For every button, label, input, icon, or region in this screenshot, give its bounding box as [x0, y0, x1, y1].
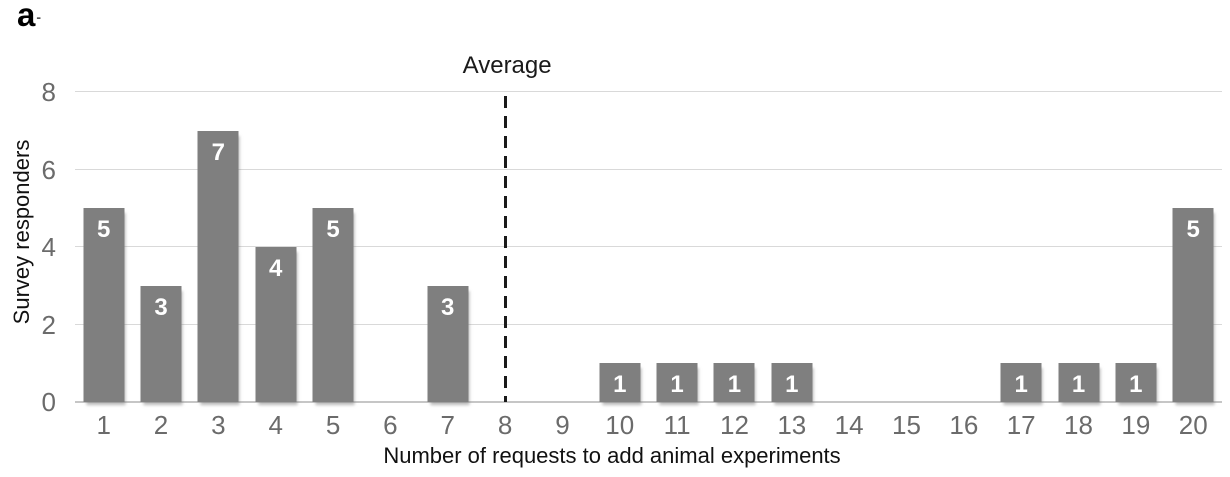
- x-tick-label-1: 1: [96, 410, 111, 440]
- gridline-y-2: [75, 323, 1222, 325]
- x-tick-label-5: 5: [325, 410, 341, 440]
- bar-data-label-x3: 7: [211, 138, 226, 166]
- bar-x17: 1: [1000, 363, 1042, 402]
- x-tick-label-7: 7: [440, 410, 455, 440]
- y-tick-label-4: 4: [41, 232, 56, 262]
- bar-data-label-x5: 5: [326, 216, 340, 244]
- x-tick-label-13: 13: [777, 410, 807, 440]
- bar-slot-10: 1: [591, 92, 648, 402]
- x-tick-label-12: 12: [719, 410, 749, 440]
- x-tick-label-4: 4: [268, 410, 283, 440]
- bar-slot-2: 3: [132, 92, 189, 402]
- bars-container: 5 3 7 4 5 3 1 1 1 1 1 1 1 5: [75, 92, 1222, 402]
- average-dashed-line: [503, 96, 507, 402]
- y-tick-label-2: 2: [41, 309, 56, 340]
- bar-data-label-x20: 5: [1186, 216, 1200, 244]
- bar-slot-17: 1: [993, 92, 1050, 402]
- x-tick-label-16: 16: [949, 410, 979, 440]
- bar-slot-19: 1: [1107, 92, 1164, 402]
- plot-area: 5 3 7 4 5 3 1 1 1 1 1 1 1 5: [75, 91, 1222, 403]
- average-label: Average: [462, 52, 552, 79]
- bar-slot-18: 1: [1050, 92, 1107, 402]
- x-tick-label-6: 6: [383, 410, 398, 440]
- bar-slot-3: 7: [190, 92, 247, 402]
- y-tick-label-6: 6: [41, 154, 56, 185]
- bar-x11: 1: [656, 363, 698, 402]
- bar-data-label-x19: 1: [1129, 371, 1143, 399]
- panel-label-letter: a: [17, 0, 37, 33]
- x-tick-label-14: 14: [834, 410, 864, 440]
- bar-x10: 1: [599, 363, 641, 402]
- bar-slot-11: 1: [648, 92, 705, 402]
- bar-x3: 7: [197, 130, 239, 402]
- bar-data-label-x18: 1: [1071, 371, 1086, 399]
- x-tick-label-10: 10: [605, 410, 635, 440]
- x-tick-label-17: 17: [1006, 410, 1036, 440]
- gridline-y-4: [75, 246, 1222, 247]
- x-tick-label-11: 11: [663, 410, 691, 440]
- x-axis-title: Number of requests to add animal experim…: [383, 443, 841, 468]
- bar-slot-5: 5: [304, 92, 361, 402]
- bar-slot-13: 1: [763, 92, 820, 402]
- bar-x1: 5: [83, 208, 125, 402]
- bar-data-label-x10: 1: [613, 371, 627, 399]
- x-tick-labels: 1 2 3 4 5 6 7 8 9 10 11 12 13 14 15 16 17 18 19 20: [75, 410, 1222, 441]
- x-tick-label-9: 9: [555, 410, 570, 440]
- bar-data-label-x13: 1: [785, 371, 799, 399]
- bar-data-label-x12: 1: [727, 371, 742, 399]
- bar-x18: 1: [1058, 363, 1100, 402]
- bar-slot-12: 1: [706, 92, 763, 402]
- bar-data-label-x17: 1: [1014, 371, 1028, 399]
- panel-label-dash: -: [36, 9, 43, 25]
- bar-data-label-x2: 3: [154, 293, 168, 321]
- gridline-y-8: [75, 91, 1222, 92]
- bar-data-label-x11: 1: [670, 371, 684, 399]
- bar-slot-20: 5: [1165, 92, 1222, 402]
- panel-label: a-: [17, 0, 42, 34]
- bar-x13: 1: [771, 363, 813, 402]
- bar-data-label-x7: 3: [441, 293, 455, 321]
- bar-slot-14: [820, 92, 877, 402]
- bar-slot-6: [362, 92, 419, 402]
- bar-slot-4: 4: [247, 92, 304, 402]
- x-tick-label-18: 18: [1064, 410, 1093, 440]
- bar-slot-15: [878, 92, 935, 402]
- bar-slot-1: 5: [75, 92, 132, 402]
- bar-x4: 4: [255, 247, 297, 402]
- x-tick-label-19: 19: [1121, 410, 1151, 440]
- bar-slot-7: 3: [419, 92, 476, 402]
- x-tick-label-8: 8: [497, 410, 513, 440]
- y-tick-label-8: 8: [41, 77, 56, 107]
- bar-x20: 5: [1172, 208, 1214, 402]
- bar-x2: 3: [140, 285, 182, 402]
- gridline-y-6: [75, 168, 1222, 170]
- bar-data-label-x4: 4: [269, 255, 283, 282]
- bar-x7: 3: [427, 285, 469, 402]
- x-tick-label-20: 20: [1178, 410, 1208, 440]
- bar-slot-16: [935, 92, 992, 402]
- bar-x5: 5: [312, 208, 354, 402]
- y-tick-label-0: 0: [41, 387, 56, 417]
- bar-slot-9: [534, 92, 591, 402]
- bar-data-label-x1: 5: [96, 216, 111, 244]
- x-tick-label-2: 2: [153, 410, 169, 440]
- x-tick-label-15: 15: [892, 410, 921, 440]
- bar-x12: 1: [713, 363, 755, 402]
- gridline-y-0: [75, 401, 1222, 403]
- bar-x19: 1: [1115, 363, 1157, 402]
- x-tick-label-3: 3: [211, 410, 226, 440]
